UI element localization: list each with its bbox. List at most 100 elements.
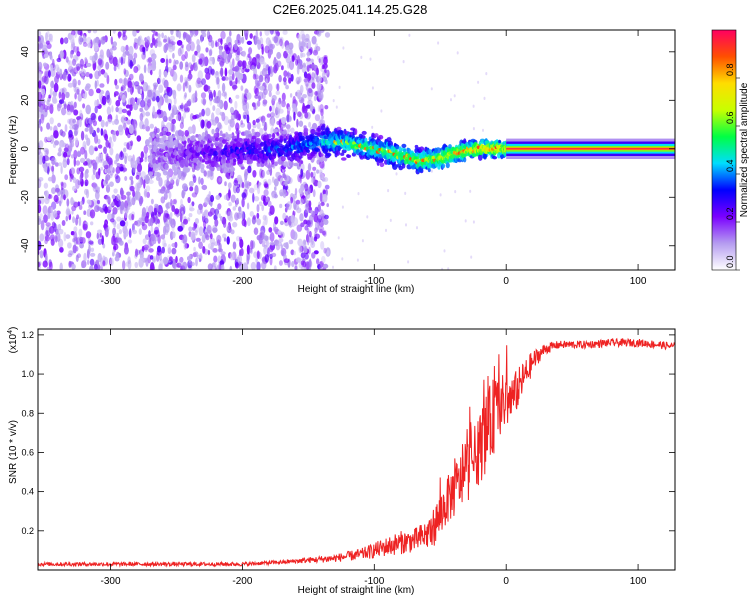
spectrogram-cell <box>170 198 173 207</box>
spectrogram-cell <box>198 226 204 237</box>
spectrogram-cell <box>156 171 161 178</box>
spectrogram-cell <box>314 227 318 233</box>
spectrogram-cell <box>202 98 206 106</box>
spectrogram-cell <box>126 191 131 196</box>
spectrogram-cell <box>321 255 326 264</box>
spectrogram-cell <box>208 91 213 102</box>
spectrogram-cell <box>164 223 170 233</box>
spectrogram-cell <box>191 54 196 63</box>
spectrogram-cell <box>273 178 279 187</box>
spectrogram-cell <box>146 58 152 63</box>
spectrogram-cell <box>120 115 127 124</box>
spectrogram-cell <box>168 183 174 190</box>
spectrogram-cell <box>136 163 143 173</box>
spectrogram-cell <box>130 179 134 185</box>
spectrogram-cell <box>262 120 265 127</box>
spectrogram-cell <box>242 102 247 112</box>
spectrogram-cell <box>275 101 282 112</box>
spectrogram-cell <box>240 36 245 44</box>
spectrogram-cell <box>267 66 271 76</box>
spectrogram-cell <box>89 55 93 61</box>
y-tick-label: 0.8 <box>21 408 34 418</box>
spectrogram-cell <box>133 66 139 73</box>
spectrogram-cell <box>53 130 59 139</box>
spectrogram-cell <box>97 64 102 71</box>
spectrogram-cell <box>229 80 233 87</box>
spectrogram-cell <box>171 118 176 124</box>
spectrogram-cell <box>53 82 59 93</box>
spectrogram-cell <box>44 190 49 199</box>
spectrogram-cell <box>121 194 127 200</box>
spectrogram-cell <box>132 189 136 198</box>
spectrogram-cell <box>134 261 139 269</box>
spectrogram-cell <box>70 197 74 206</box>
spectrogram-cell <box>316 258 320 265</box>
colorbar: 0.0 0.2 0.4 0.6 0.8 Normalized spectral ampl… <box>711 29 750 271</box>
spectrogram-cell <box>49 87 53 97</box>
spectrogram-cell <box>104 227 109 238</box>
spectrogram-cell <box>153 230 158 235</box>
spectrogram-cell <box>186 100 191 107</box>
snr-x-label: Height of straight line (km) <box>298 585 415 596</box>
spectrogram-cell <box>256 218 262 226</box>
spectrogram-cell <box>79 31 83 37</box>
spectrogram-cell <box>97 144 103 149</box>
spectrogram-cell <box>193 251 199 258</box>
spectrogram-cell <box>407 260 410 264</box>
spectrogram-cell <box>84 149 88 160</box>
spectrogram-cell <box>155 215 158 225</box>
spectrogram-cell <box>414 144 419 149</box>
spectrogram-cell <box>83 252 87 263</box>
spectrogram-cell <box>104 164 109 170</box>
spectrogram-cell <box>135 30 140 34</box>
spectrogram-cell <box>214 95 221 104</box>
spectrogram-cell <box>106 48 111 58</box>
spectrogram-cell <box>215 40 218 48</box>
spectrogram-cell <box>298 187 303 195</box>
spectrogram-cell <box>200 167 205 174</box>
spectrogram-cell <box>92 30 98 34</box>
spectrogram-cell <box>220 30 226 40</box>
spectrogram-cell <box>163 212 168 223</box>
spectrogram-cell <box>257 100 261 107</box>
spectrogram-cell <box>200 143 204 148</box>
spectrogram-cell <box>308 200 312 208</box>
spectrogram-cell <box>127 256 131 265</box>
spectrogram-cell <box>256 250 260 259</box>
spectrogram-cell <box>374 133 379 138</box>
spectrogram-cell <box>190 231 196 241</box>
spectrogram-cell <box>206 120 212 129</box>
spectrogram-cell <box>90 211 94 218</box>
spectrogram-cell <box>290 196 294 204</box>
spectrogram-cell <box>264 254 269 263</box>
spectrogram-cell <box>115 253 119 258</box>
colorbar-tick-label: 0.2 <box>725 207 735 220</box>
spectrogram-cell <box>401 143 407 148</box>
spectrogram-cell <box>136 156 140 163</box>
spectrogram-cell <box>361 239 364 243</box>
spectrogram-cell <box>439 193 442 197</box>
spectrogram-cell <box>483 96 486 100</box>
spectrogram-cell <box>136 135 142 142</box>
spectrogram-cell <box>72 185 77 192</box>
spectrogram-cell <box>49 126 53 131</box>
spectrogram-cell <box>231 152 236 159</box>
y-tick-label: 0 <box>20 146 31 152</box>
spectrogram-cell <box>369 57 372 61</box>
spectrogram-cell <box>112 227 116 236</box>
spectrogram-cell <box>215 137 220 142</box>
spectrogram-cell <box>66 198 70 207</box>
spectrogram-cell <box>64 174 69 181</box>
spectrogram-cell <box>72 58 77 66</box>
spectrogram-cell <box>94 100 100 107</box>
spectrogram-cell <box>395 145 400 150</box>
spectrogram-cell <box>299 198 304 205</box>
spectrogram-cell <box>166 177 169 186</box>
spectrogram-cell <box>174 168 180 173</box>
y-tick-label: 20 <box>20 94 31 106</box>
spectrogram-cell <box>207 34 213 43</box>
spectrogram-cell <box>226 224 230 231</box>
spectrogram-cell <box>163 127 167 132</box>
spectrogram-cell <box>354 128 358 135</box>
spectrogram-cell <box>124 228 129 237</box>
